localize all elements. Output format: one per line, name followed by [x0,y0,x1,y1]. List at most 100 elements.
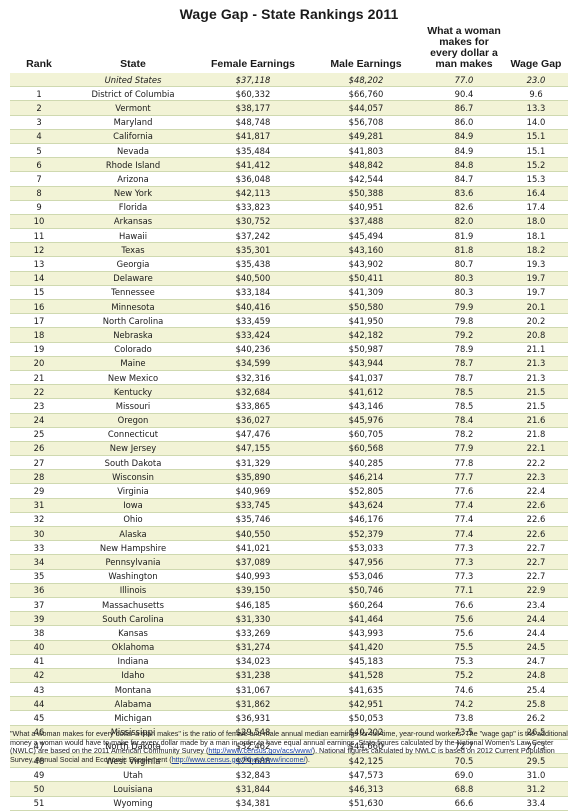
table-row: 16 Minnesota $40,416 $50,580 79.9 20.1 [10,299,568,315]
cell-state: Vermont [68,100,198,116]
table-row: 2 Vermont $38,177 $44,057 86.7 13.3 [10,100,568,116]
cell-female-earnings: $40,500 [198,271,308,286]
cell-state: Arkansas [68,214,198,230]
cell-female-earnings: $29,688 [198,753,308,769]
table-row: 42 Idaho $31,238 $41,528 75.2 24.8 [10,668,568,684]
cell-wage-gap: 22.2 [504,455,568,471]
cell-rank: 4 [10,129,68,144]
cell-rank: 35 [10,569,68,584]
cell-ratio: 75.5 [424,640,504,655]
cell-ratio: 75.6 [424,625,504,641]
cell-wage-gap: 22.9 [504,583,568,598]
cell-state: Louisiana [68,781,198,797]
cell-wage-gap: 29.5 [504,753,568,769]
cell-male-earnings: $60,568 [308,441,424,457]
cell-state: Washington [68,569,198,584]
cell-female-earnings: $35,301 [198,242,308,258]
table-row: 13 Georgia $35,438 $43,902 80.7 19.3 [10,256,568,272]
cell-rank: 20 [10,356,68,371]
cell-state: Michigan [68,710,198,726]
cell-state: New York [68,186,198,201]
cell-ratio: 84.9 [424,143,504,159]
cell-wage-gap: 20.2 [504,313,568,329]
cell-female-earnings: $34,381 [198,796,308,811]
cell-rank: 47 [10,739,68,755]
cell-rank: 25 [10,427,68,442]
cell-male-earnings: $42,125 [308,753,424,769]
cell-wage-gap: 13.3 [504,100,568,116]
table-row: 22 Kentucky $32,684 $41,612 78.5 21.5 [10,384,568,400]
footnote-text-1: "What a woman makes for every dollar a m… [10,729,568,756]
cell-wage-gap: 26.2 [504,710,568,726]
cell-state: South Dakota [68,455,198,471]
cell-state: Wisconsin [68,469,198,485]
footnote-text-3: ). [305,754,310,764]
cell-wage-gap: 25.8 [504,696,568,712]
cell-female-earnings: $37,089 [198,554,308,570]
cell-ratio: 77.3 [424,540,504,556]
cell-female-earnings: $41,021 [198,540,308,556]
cell-ratio: 78.5 [424,398,504,414]
cell-wage-gap: 16.4 [504,186,568,201]
cell-state: Alabama [68,696,198,712]
cell-ratio: 80.3 [424,271,504,286]
cell-ratio: 74.2 [424,696,504,712]
cell-ratio: 72.7 [424,739,504,755]
cell-female-earnings: $31,067 [198,682,308,698]
cell-state: Alaska [68,526,198,542]
cell-male-earnings: $53,033 [308,540,424,556]
cell-wage-gap: 22.1 [504,441,568,457]
cps-link[interactable]: http://www.census.gov/hhes/www/income/ [171,754,306,764]
cell-male-earnings: $42,544 [308,171,424,187]
cell-male-earnings: $42,182 [308,327,424,343]
cell-wage-gap: 22.4 [504,483,568,499]
cell-ratio: 77.4 [424,498,504,513]
cell-state: Nevada [68,143,198,159]
cell-state: United States [68,73,198,88]
cell-male-earnings: $50,580 [308,299,424,315]
cell-wage-gap: 18.0 [504,214,568,230]
table-row: 7 Arizona $36,048 $42,544 84.7 15.3 [10,171,568,187]
cell-male-earnings: $43,944 [308,356,424,371]
cell-wage-gap: 33.4 [504,796,568,811]
cell-ratio: 77.9 [424,441,504,457]
cell-wage-gap: 24.4 [504,625,568,641]
cell-female-earnings: $34,599 [198,356,308,371]
cell-ratio: 81.9 [424,228,504,244]
cell-rank: 13 [10,256,68,272]
cell-female-earnings: $46,185 [198,597,308,613]
cell-male-earnings: $47,573 [308,767,424,783]
cell-state: Connecticut [68,427,198,442]
table-row: 23 Missouri $33,865 $43,146 78.5 21.5 [10,398,568,414]
cell-ratio: 84.8 [424,157,504,173]
cell-wage-gap: 21.6 [504,413,568,428]
table-row: 19 Colorado $40,236 $50,987 78.9 21.1 [10,342,568,357]
cell-rank: 12 [10,242,68,258]
table-row: 6 Rhode Island $41,412 $48,842 84.8 15.2 [10,157,568,173]
cell-state: West Virginia [68,753,198,769]
cell-rank: 33 [10,540,68,556]
acs-link[interactable]: http://www.census.gov/acs/www/ [208,746,313,756]
cell-wage-gap: 23.0 [504,73,568,88]
cell-female-earnings: $31,330 [198,611,308,627]
cell-state: Ohio [68,512,198,528]
cell-wage-gap: 20.1 [504,299,568,315]
cell-male-earnings: $43,993 [308,625,424,641]
cell-rank: 34 [10,554,68,570]
cell-state: Iowa [68,498,198,513]
cell-state: Kansas [68,625,198,641]
cell-wage-gap: 21.3 [504,370,568,386]
cell-female-earnings: $40,993 [198,569,308,584]
cell-ratio: 77.0 [424,73,504,88]
summary-row-united-states: United States $37,118 $48,202 77.0 23.0 [10,73,568,88]
table-row: 44 Alabama $31,862 $42,951 74.2 25.8 [10,696,568,712]
table-row: 31 Iowa $33,745 $43,624 77.4 22.6 [10,498,568,513]
cell-rank: 29 [10,483,68,499]
cell-rank: 22 [10,384,68,400]
cell-female-earnings: $32,684 [198,384,308,400]
cell-state: Georgia [68,256,198,272]
cell-female-earnings: $40,416 [198,299,308,315]
cell-state: Massachusetts [68,597,198,613]
cell-rank: 24 [10,413,68,428]
cell-rank: 15 [10,285,68,301]
